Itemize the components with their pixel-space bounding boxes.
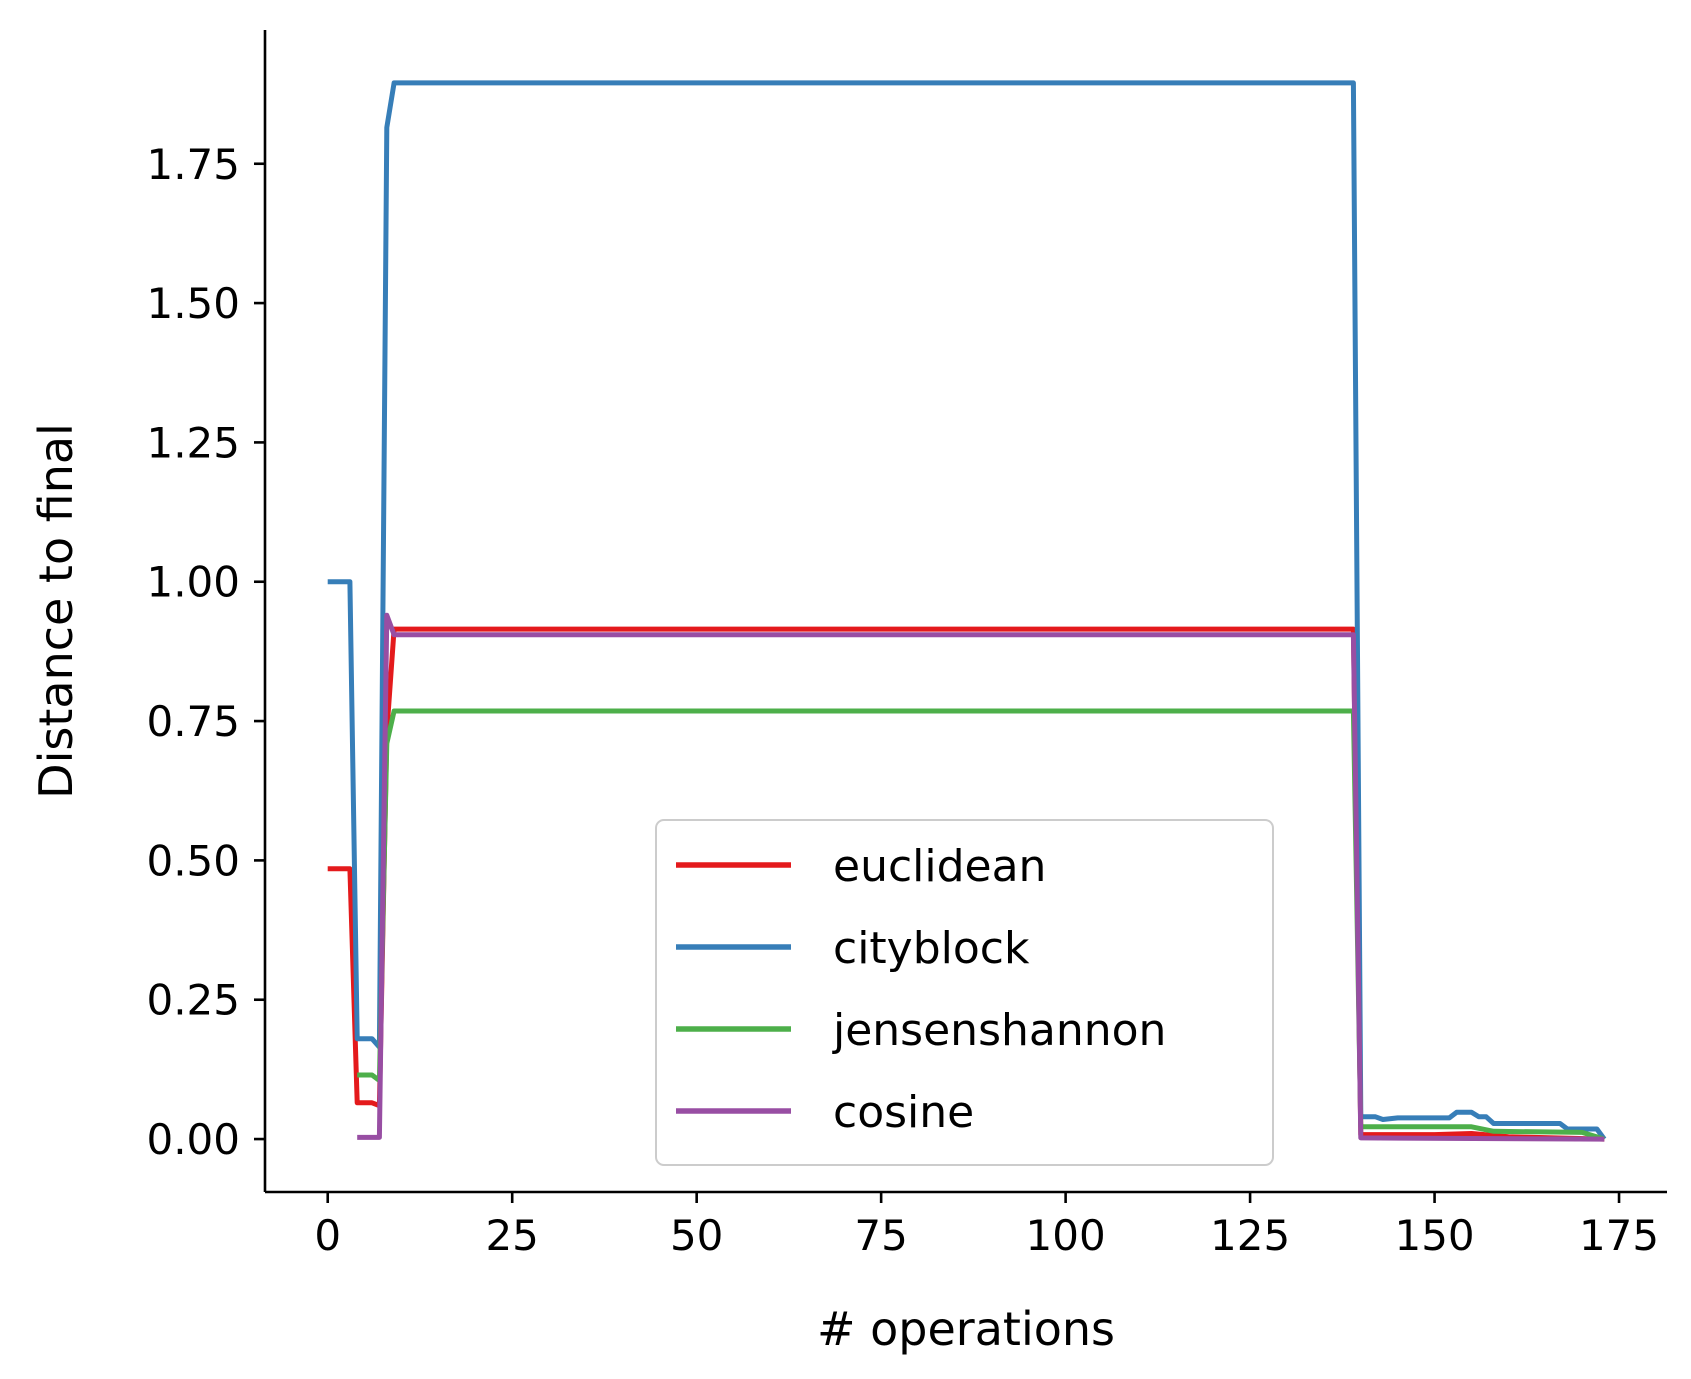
series-line-cosine [357,612,1605,1142]
legend-label-cosine: cosine [833,1087,974,1138]
x-tick-label: 75 [854,1211,907,1260]
y-tick-label: 0.00 [146,1115,240,1164]
x-tick-label: 0 [314,1211,341,1260]
y-tick-label: 0.50 [146,836,240,885]
y-tick-label: 0.25 [146,976,240,1025]
y-axis-title: Distance to final [29,423,83,799]
y-tick-label: 1.25 [146,418,240,467]
y-tick-label: 0.75 [146,697,240,746]
x-tick-label: 100 [1026,1211,1106,1260]
x-tick-label: 25 [485,1211,538,1260]
x-tick-label: 125 [1210,1211,1290,1260]
axes: 0 25 50 75 100 125 150 175 0.00 0.25 0.50 0.75 1.00 1… [29,30,1667,1356]
x-tick-label: 50 [670,1211,723,1260]
y-tick-label: 1.75 [146,140,240,189]
x-tick-label: 150 [1394,1211,1474,1260]
series-lines [327,80,1607,1142]
legend: euclidean cityblock jensenshannon cosine [655,819,1274,1166]
y-tick-label: 1.50 [146,279,240,328]
series-line-cityblock [327,80,1607,1141]
legend-label-jensenshannon: jensenshannon [832,1005,1166,1056]
y-tick-label: 1.00 [146,558,240,607]
legend-label-euclidean: euclidean [833,841,1046,892]
x-axis-title: # operations [817,1302,1115,1356]
x-tick-label: 175 [1579,1211,1659,1260]
legend-box [655,819,1274,1166]
legend-label-cityblock: cityblock [833,923,1030,974]
